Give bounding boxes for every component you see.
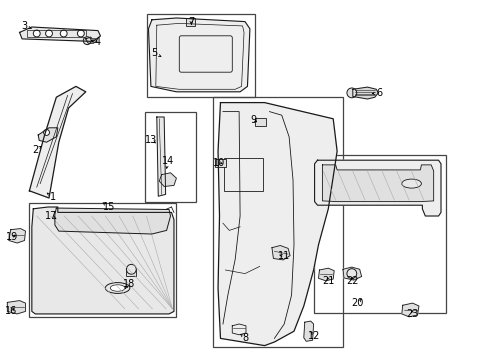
- Text: 20: 20: [351, 298, 364, 308]
- Ellipse shape: [402, 179, 421, 188]
- Polygon shape: [304, 321, 314, 341]
- Bar: [27, 30, 86, 37]
- Polygon shape: [159, 173, 176, 186]
- Text: 11: 11: [278, 251, 290, 261]
- Polygon shape: [157, 117, 166, 196]
- Polygon shape: [38, 128, 58, 142]
- Text: 15: 15: [102, 202, 115, 212]
- Circle shape: [60, 30, 67, 37]
- Bar: [145, 112, 196, 202]
- Ellipse shape: [110, 285, 125, 291]
- Polygon shape: [318, 268, 334, 281]
- Text: 7: 7: [188, 17, 194, 27]
- Polygon shape: [315, 160, 441, 216]
- Text: 19: 19: [6, 232, 19, 242]
- Polygon shape: [55, 208, 171, 234]
- Text: 1: 1: [50, 192, 56, 202]
- Ellipse shape: [105, 283, 130, 293]
- Text: 6: 6: [377, 88, 383, 98]
- Text: 9: 9: [251, 114, 257, 125]
- Text: 4: 4: [95, 37, 101, 48]
- Text: 5: 5: [151, 48, 157, 58]
- Bar: [314, 155, 446, 313]
- Bar: [255, 118, 266, 126]
- Polygon shape: [232, 324, 246, 335]
- Text: 13: 13: [145, 135, 157, 145]
- Polygon shape: [218, 103, 337, 346]
- Text: 22: 22: [346, 276, 359, 286]
- Bar: [126, 269, 136, 276]
- Polygon shape: [86, 37, 97, 43]
- Circle shape: [126, 264, 136, 274]
- Text: 2: 2: [33, 145, 39, 156]
- Bar: [215, 159, 226, 167]
- Text: 16: 16: [5, 306, 17, 316]
- Circle shape: [347, 269, 357, 279]
- Bar: [29, 203, 176, 317]
- Polygon shape: [402, 303, 419, 317]
- Text: 3: 3: [22, 21, 27, 31]
- Circle shape: [77, 30, 84, 37]
- Text: 12: 12: [308, 330, 321, 341]
- Text: 8: 8: [242, 333, 248, 343]
- Circle shape: [44, 130, 49, 135]
- Text: 10: 10: [214, 158, 226, 168]
- Text: 14: 14: [162, 156, 174, 166]
- Circle shape: [46, 30, 52, 37]
- Circle shape: [83, 37, 91, 45]
- Bar: [224, 158, 263, 191]
- Text: 21: 21: [322, 276, 335, 286]
- Polygon shape: [148, 18, 250, 92]
- Polygon shape: [32, 207, 174, 314]
- Polygon shape: [7, 301, 25, 314]
- Polygon shape: [9, 229, 25, 243]
- Polygon shape: [20, 27, 100, 41]
- Polygon shape: [343, 267, 362, 280]
- Text: 23: 23: [406, 309, 419, 319]
- Polygon shape: [322, 165, 434, 202]
- Text: 18: 18: [123, 279, 135, 289]
- Polygon shape: [353, 87, 378, 99]
- Bar: [213, 97, 343, 347]
- Polygon shape: [29, 86, 86, 198]
- Bar: [147, 14, 255, 97]
- Polygon shape: [272, 246, 290, 260]
- Text: 17: 17: [45, 211, 58, 221]
- Circle shape: [347, 88, 357, 98]
- Bar: [186, 18, 195, 26]
- Circle shape: [33, 30, 40, 37]
